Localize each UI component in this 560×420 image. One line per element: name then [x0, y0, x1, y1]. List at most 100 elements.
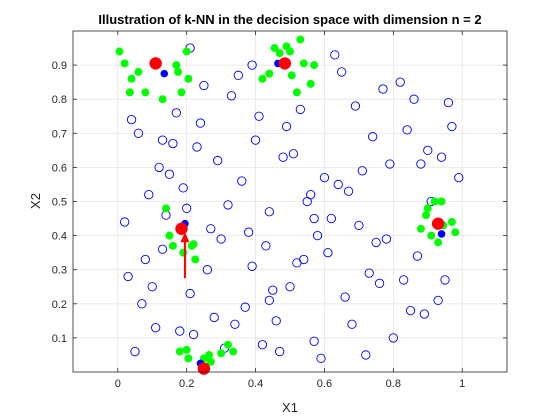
neighbor-point — [120, 59, 129, 68]
data-point — [402, 125, 412, 135]
neighbor-point — [141, 88, 150, 97]
data-point — [140, 254, 150, 265]
data-point — [133, 128, 144, 138]
query-point — [278, 57, 292, 70]
neighbor-point — [172, 61, 181, 70]
neighbor-point — [217, 349, 226, 358]
neighbor-point — [182, 47, 191, 56]
y-tick-label: 0.3 — [52, 265, 67, 277]
data-point — [154, 162, 164, 173]
data-point — [399, 275, 409, 285]
data-point — [443, 97, 454, 108]
data-point — [250, 135, 261, 145]
data-point — [275, 346, 285, 357]
neighbor-point — [158, 95, 167, 104]
data-point — [123, 271, 133, 282]
neighbor-point — [296, 35, 305, 44]
neighbor-point — [292, 88, 301, 97]
data-point — [316, 353, 326, 364]
neighbor-point — [447, 217, 456, 226]
data-point — [347, 319, 357, 329]
arrow-head — [180, 232, 190, 243]
data-point — [206, 224, 216, 234]
neighbor-point — [165, 231, 174, 240]
neighbor-point — [177, 88, 186, 97]
data-point — [423, 145, 433, 156]
data-point — [281, 121, 292, 132]
data-point — [268, 285, 278, 295]
neighbor-point — [287, 71, 296, 80]
x-tick-label: 0.6 — [317, 378, 332, 390]
data-point — [374, 278, 385, 288]
neighbor-point — [184, 74, 193, 83]
neighbor-point — [175, 347, 184, 356]
y-ticks: 0.1 0.2 0.3 0.4 0.5 0.6 0.7 0.8 0.9 — [52, 60, 507, 345]
neighbor-point — [115, 47, 124, 56]
data-point — [247, 261, 257, 271]
data-point — [388, 333, 398, 343]
data-point — [412, 251, 423, 261]
data-point — [137, 299, 147, 309]
data-point — [271, 316, 281, 326]
neighbor-point — [224, 340, 232, 349]
data-point — [209, 312, 219, 323]
data-point — [213, 155, 223, 166]
data-point — [312, 230, 323, 241]
data-point — [168, 138, 178, 149]
neighbor-point — [189, 240, 198, 249]
neighbor-point — [258, 74, 267, 83]
data-point — [416, 159, 426, 169]
data-point — [343, 186, 354, 196]
data-point — [147, 282, 157, 292]
data-point — [440, 275, 450, 285]
data-point — [381, 234, 392, 244]
data-point — [326, 213, 336, 224]
neighbor-point — [423, 204, 432, 213]
data-point — [185, 288, 195, 299]
neighbor-point — [306, 79, 315, 88]
data-point — [309, 336, 319, 346]
data-point — [330, 50, 340, 60]
data-point — [202, 265, 212, 275]
data-point — [337, 67, 347, 77]
data-point — [188, 329, 199, 340]
data-point — [244, 227, 254, 237]
neighbor-point — [174, 67, 183, 76]
neighbor-point — [270, 44, 279, 53]
data-point — [237, 176, 247, 186]
neighbor-point — [168, 241, 177, 250]
data-point — [264, 295, 274, 306]
data-point — [157, 244, 168, 254]
neighbor-point — [191, 255, 200, 264]
neighbor-point — [299, 59, 308, 68]
data-point — [182, 203, 192, 213]
y-tick-label: 0.5 — [52, 197, 67, 209]
data-point — [240, 302, 250, 312]
x-ticks: 0 0.2 0.4 0.6 0.8 1 — [115, 31, 465, 390]
data-point — [178, 183, 188, 193]
data-point — [368, 132, 378, 142]
data-point — [340, 292, 350, 302]
data-point — [354, 220, 364, 231]
data-point — [257, 340, 268, 350]
data-point — [233, 70, 243, 80]
data-point — [447, 121, 457, 132]
y-tick-label: 0.8 — [52, 94, 67, 106]
data-point — [333, 179, 343, 190]
neighbor-point — [422, 211, 431, 220]
x-tick-label: 0.2 — [179, 378, 194, 390]
data-point — [130, 346, 140, 357]
y-tick-label: 0.4 — [52, 231, 67, 243]
data-point — [254, 111, 264, 121]
data-point — [226, 91, 237, 101]
data-point — [371, 237, 381, 248]
neighbor-point — [451, 228, 460, 237]
data-point — [323, 247, 333, 258]
neighbor-point — [310, 61, 319, 70]
data-point — [361, 350, 371, 360]
neighbor-point — [206, 357, 215, 366]
data-point — [288, 149, 299, 159]
data-point — [409, 94, 419, 104]
